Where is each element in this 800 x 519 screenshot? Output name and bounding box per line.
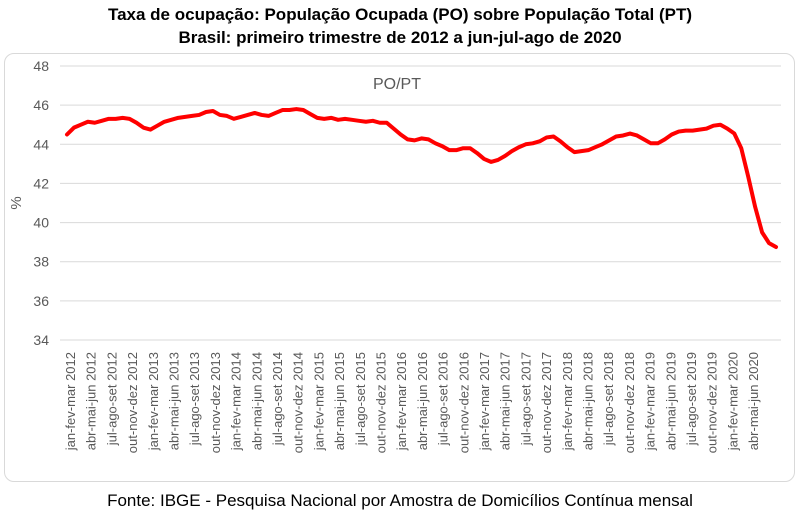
x-tick-label: abr-mai-jun 2020 — [746, 352, 761, 450]
x-tick-label: abr-mai-jun 2013 — [167, 352, 182, 450]
x-tick-label: jan-fev-mar 2013 — [146, 352, 161, 451]
x-tick-label: abr-mai-jun 2018 — [581, 352, 596, 450]
y-tick-label: 48 — [33, 58, 49, 74]
x-tick-label: jul-ago-set 2012 — [104, 352, 119, 446]
x-tick-label: jul-ago-set 2014 — [270, 352, 285, 446]
x-tick-label: out-nov-dez 2015 — [374, 352, 389, 453]
y-tick-label: 36 — [33, 293, 49, 309]
x-tick-label: abr-mai-jun 2012 — [84, 352, 99, 450]
chart-frame — [4, 53, 795, 482]
x-tick-label: jan-fev-mar 2015 — [311, 352, 326, 451]
x-tick-label: jan-fev-mar 2014 — [229, 352, 244, 451]
y-tick-label: 46 — [33, 97, 49, 113]
x-tick-label: jan-fev-mar 2018 — [560, 352, 575, 451]
x-tick-label: out-nov-dez 2019 — [705, 352, 720, 453]
y-tick-label: 44 — [33, 136, 49, 152]
x-tick-label: jul-ago-set 2013 — [187, 352, 202, 446]
x-tick-label: jan-fev-mar 2019 — [643, 352, 658, 451]
x-tick-label: out-nov-dez 2016 — [456, 352, 471, 453]
x-tick-label: jul-ago-set 2018 — [601, 352, 616, 446]
x-tick-label: abr-mai-jun 2017 — [498, 352, 513, 450]
x-tick-label: jan-fev-mar 2017 — [477, 352, 492, 451]
source-note: Fonte: IBGE - Pesquisa Nacional por Amos… — [107, 491, 693, 510]
x-tick-label: jul-ago-set 2015 — [353, 352, 368, 446]
x-tick-label: out-nov-dez 2018 — [622, 352, 637, 453]
x-tick-label: out-nov-dez 2014 — [291, 352, 306, 453]
x-tick-label: abr-mai-jun 2015 — [332, 352, 347, 450]
y-tick-label: 38 — [33, 254, 49, 270]
x-tick-label: abr-mai-jun 2019 — [663, 352, 678, 450]
legend-label: PO/PT — [373, 76, 421, 93]
chart-title: Taxa de ocupação: População Ocupada (PO)… — [107, 5, 693, 24]
x-tick-label: jan-fev-mar 2020 — [725, 352, 740, 451]
y-tick-label: 42 — [33, 175, 49, 191]
y-axis-label: % — [8, 196, 25, 209]
y-tick-label: 34 — [33, 332, 49, 348]
x-tick-label: jan-fev-mar 2016 — [394, 352, 409, 451]
x-tick-label: out-nov-dez 2013 — [208, 352, 223, 453]
series-line-po-pt — [65, 107, 778, 250]
x-tick-label: abr-mai-jun 2016 — [415, 352, 430, 450]
x-tick-label: out-nov-dez 2017 — [539, 352, 554, 453]
y-tick-label: 40 — [33, 215, 49, 231]
x-tick-label: jul-ago-set 2017 — [518, 352, 533, 446]
x-tick-label: abr-mai-jun 2014 — [249, 352, 264, 450]
x-tick-label: out-nov-dez 2012 — [125, 352, 140, 453]
x-tick-label: jul-ago-set 2016 — [436, 352, 451, 446]
chart-subtitle: Brasil: primeiro trimestre de 2012 a jun… — [178, 28, 622, 47]
x-tick-label: jul-ago-set 2019 — [684, 352, 699, 446]
x-tick-label: jan-fev-mar 2012 — [63, 352, 78, 451]
